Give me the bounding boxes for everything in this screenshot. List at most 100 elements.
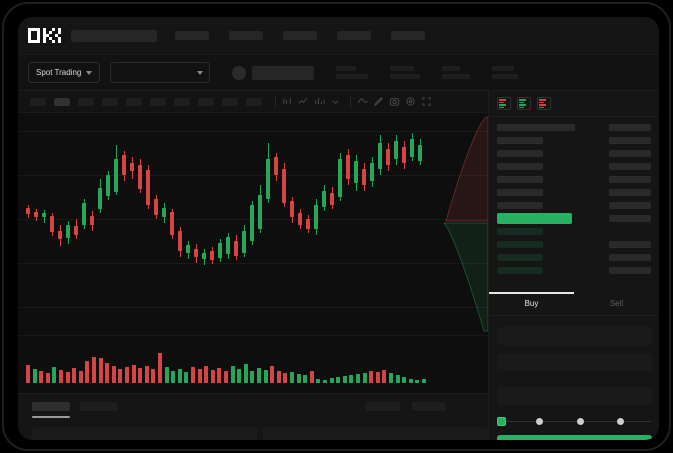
open-orders-panel: [32, 427, 257, 440]
buy-submit-button[interactable]: [497, 435, 652, 440]
volume-bar-45: [316, 379, 321, 383]
volume-bar-39: [276, 371, 281, 383]
tab-buy[interactable]: Buy: [489, 292, 574, 315]
toolbar-divider: [350, 96, 351, 107]
volume-bar-37: [263, 370, 268, 383]
chevron-down-icon[interactable]: [329, 95, 342, 108]
volume-bar-25: [184, 372, 189, 383]
global-search-input[interactable]: [71, 29, 157, 42]
volume-bar-13: [105, 363, 110, 383]
nav-item-3[interactable]: [283, 31, 317, 40]
orderbook-bid-row[interactable]: [489, 264, 659, 277]
drawing-tools-icon[interactable]: [372, 95, 385, 108]
timeframe-chip-1[interactable]: [30, 97, 46, 106]
orderbook-display-modes: [489, 91, 659, 117]
nav-item-5[interactable]: [391, 31, 425, 40]
volume-bar-7: [65, 372, 70, 383]
orderbook-mode-asks-icon[interactable]: [537, 97, 551, 110]
bottom-tab-order-history[interactable]: [80, 402, 118, 411]
orderbook-ask-row[interactable]: [489, 173, 659, 186]
orderbook-ask-row[interactable]: [489, 186, 659, 199]
volume-bar-28: [204, 366, 209, 383]
nav-item-1[interactable]: [175, 31, 209, 40]
orderbook-header[interactable]: [489, 121, 659, 134]
okx-logo-icon[interactable]: [28, 28, 61, 43]
trading-mode-select[interactable]: Spot Trading: [28, 62, 101, 83]
volume-bar-17: [131, 365, 136, 383]
volume-bar-32: [230, 366, 235, 383]
volume-bar-54: [375, 372, 380, 383]
top-navigation-bar: [18, 17, 659, 55]
trading-pair-select[interactable]: [110, 62, 211, 83]
chart-gridline: [18, 307, 488, 308]
timeframe-chip-8[interactable]: [198, 97, 214, 106]
orders-action-1[interactable]: [366, 402, 400, 411]
nav-item-4[interactable]: [337, 31, 371, 40]
orderbook-mode-both-icon[interactable]: [497, 97, 511, 110]
line-chart-icon[interactable]: [297, 95, 310, 108]
candlestick-chart-icon[interactable]: [281, 95, 294, 108]
slider-stop-25[interactable]: [536, 418, 543, 425]
amount-slider[interactable]: [497, 417, 651, 426]
camera-icon[interactable]: [388, 95, 401, 108]
orderbook-bid-row[interactable]: [489, 238, 659, 251]
orders-action-2[interactable]: [412, 402, 446, 411]
timeframe-chip-2[interactable]: [54, 97, 70, 106]
indicator-icon[interactable]: [356, 95, 369, 108]
slider-handle[interactable]: [497, 417, 506, 426]
slider-stop-75[interactable]: [617, 418, 624, 425]
volume-bar-24: [177, 369, 182, 383]
volume-bar-15: [118, 369, 123, 383]
orderbook-bid-row[interactable]: [489, 251, 659, 264]
orderbook-spread-row[interactable]: [489, 212, 659, 225]
chevron-down-icon: [197, 70, 204, 75]
orderbook-ask-row[interactable]: [489, 199, 659, 212]
slider-stop-50[interactable]: [577, 418, 584, 425]
timeframe-chip-6[interactable]: [150, 97, 166, 106]
volume-bar-34: [243, 364, 248, 383]
fullscreen-icon[interactable]: [420, 95, 433, 108]
volume-bar-56: [389, 373, 393, 383]
orderbook-ask-row[interactable]: [489, 160, 659, 173]
volume-bar-48: [336, 377, 341, 383]
orderbook-ask-row[interactable]: [489, 134, 659, 147]
nav-item-2[interactable]: [229, 31, 263, 40]
price-chart[interactable]: [18, 113, 488, 335]
timeframe-chip-3[interactable]: [78, 97, 94, 106]
orderbook-bid-row[interactable]: [489, 225, 659, 238]
tab-sell[interactable]: Sell: [574, 292, 659, 315]
volume-bar-43: [303, 375, 308, 383]
bottom-tab-open-orders[interactable]: [32, 402, 70, 411]
volume-bar-47: [329, 378, 334, 383]
orderbook-sidebar: Buy Sell: [488, 91, 659, 440]
timeframe-chip-5[interactable]: [126, 97, 142, 106]
order-history-panel: [263, 427, 488, 440]
volume-bar-51: [356, 374, 360, 383]
chart-gridline: [18, 263, 488, 264]
volume-bar-35: [250, 371, 255, 383]
timeframe-chip-9[interactable]: [222, 97, 238, 106]
volume-bar-33: [237, 369, 242, 383]
orderbook-ask-row[interactable]: [489, 147, 659, 160]
orderbook-mode-bids-icon[interactable]: [517, 97, 531, 110]
volume-bar-19: [144, 366, 149, 383]
settings-icon[interactable]: [404, 95, 417, 108]
orderbook-price: [497, 150, 543, 157]
amount-field[interactable]: [497, 387, 652, 405]
order-type-field[interactable]: [497, 327, 652, 345]
orderbook-price: [497, 241, 543, 248]
volume-bar-49: [342, 376, 347, 383]
price-field[interactable]: [497, 353, 652, 371]
orderbook-price: [497, 254, 543, 261]
chart-toolbar: [18, 91, 488, 113]
volume-bar-1: [26, 365, 30, 383]
timeframe-chip-4[interactable]: [102, 97, 118, 106]
orderbook-size: [609, 215, 651, 222]
timeframe-chip-7[interactable]: [174, 97, 190, 106]
depth-chart-overlay: [434, 113, 488, 335]
orderbook-size: [609, 202, 651, 209]
bar-chart-icon[interactable]: [313, 95, 326, 108]
orderbook-price: [497, 163, 543, 170]
volume-bar-30: [217, 368, 222, 383]
timeframe-chip-10[interactable]: [246, 97, 262, 106]
